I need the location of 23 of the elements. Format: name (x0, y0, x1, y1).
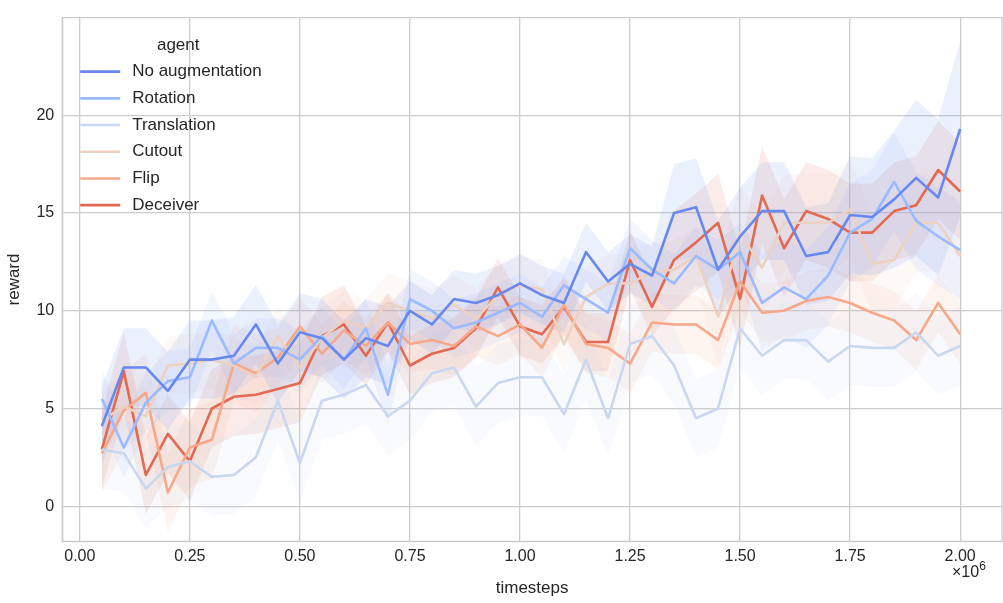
x-tick-label: 0.75 (394, 547, 426, 565)
y-axis-title: reward (3, 253, 23, 306)
legend-label: Cutout (132, 141, 183, 161)
legend-label: Flip (132, 168, 160, 188)
y-tick-label: 20 (36, 105, 55, 123)
y-tick-label: 10 (36, 301, 55, 319)
legend-label: Deceiver (132, 194, 200, 214)
y-tick-label: 15 (36, 203, 55, 221)
legend-label: No augmentation (132, 61, 262, 81)
x-tick-label: 1.75 (834, 547, 866, 565)
x-tick-label: 0.50 (284, 547, 316, 565)
x-tick-label: 0.25 (174, 547, 206, 565)
y-tick-label: 0 (45, 496, 55, 514)
legend-label: Translation (132, 114, 216, 134)
y-tick-label: 5 (45, 398, 55, 416)
x-tick-label: 1.25 (614, 547, 646, 565)
x-tick-label: 0.00 (64, 547, 96, 565)
x-axis-title: timesteps (495, 578, 569, 598)
legend-label: Rotation (132, 88, 196, 108)
legend-title: agent (156, 34, 200, 54)
x-tick-label: 1.00 (504, 547, 536, 565)
x-tick-label: 1.50 (724, 547, 756, 565)
x-tick-label: 2.00 (944, 547, 976, 565)
